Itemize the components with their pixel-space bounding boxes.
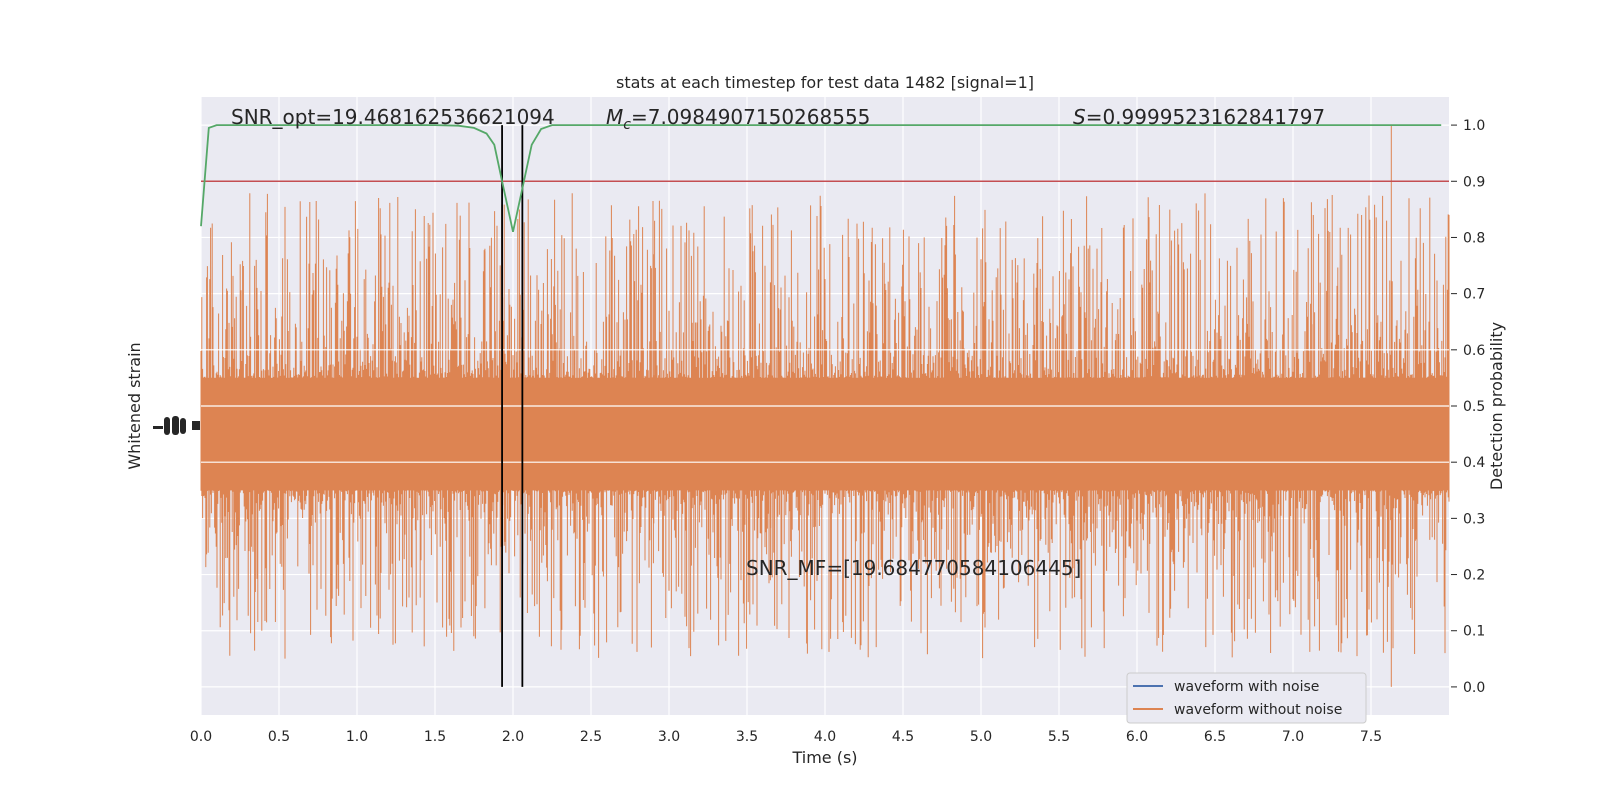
x-tick-label: 0.5 (268, 729, 290, 745)
chirp-mass-subscript: c (623, 117, 631, 133)
x-axis-label: Time (s) (791, 748, 857, 767)
x-tick-label: 4.5 (892, 729, 914, 745)
x-tick-label: 1.5 (424, 729, 446, 745)
chirp-mass-symbol: M (606, 105, 623, 129)
snr-mf-annotation: SNR_MF=[19.684770584106445] (746, 556, 1081, 580)
y-tick-label: 0.6 (1463, 343, 1485, 359)
x-tick-label: 7.0 (1282, 729, 1304, 745)
chart-title: stats at each timestep for test data 148… (616, 73, 1034, 92)
vertical-markers (501, 125, 524, 687)
x-tick-label: 2.5 (580, 729, 602, 745)
y-tick-label: 0.9 (1463, 174, 1485, 190)
s-annotation: S=0.9999523162841797 (1073, 105, 1325, 129)
x-axis-ticks: 0.0 0.5 1.0 1.5 2.0 2.5 3.0 3.5 4.0 4.5 5.0 5.5 6.0 6… (190, 729, 1382, 745)
legend-label-noise: waveform with noise (1174, 679, 1319, 695)
chirp-mass-value: =7.0984907150268555 (631, 105, 870, 129)
legend-label-without-noise: waveform without noise (1174, 702, 1342, 718)
y-tick-label: 1.0 (1463, 118, 1485, 134)
y-axis-left-label: Whitened strain (125, 342, 144, 469)
x-tick-label: 6.5 (1204, 729, 1226, 745)
legend: waveform with noise waveform without noi… (1126, 672, 1367, 724)
y-tick-label: 0.8 (1463, 230, 1485, 246)
y-tick-label: 0.1 (1463, 624, 1485, 640)
x-tick-label: 1.0 (346, 729, 368, 745)
x-tick-label: 5.0 (970, 729, 992, 745)
x-tick-label: 2.0 (502, 729, 524, 745)
detection-probability-line (200, 124, 1442, 232)
y-tick-label: 0.0 (1463, 680, 1485, 696)
y-axis-right-ticks: 0.0 0.1 0.2 0.3 0.4 0.5 0.6 0.7 0.8 0.9 1.0 (1451, 118, 1485, 696)
x-tick-label: 5.5 (1048, 729, 1070, 745)
snr-opt-annotation: SNR_opt=19.468162536621094 (231, 105, 555, 129)
y-axis-right-label: Detection probability (1487, 322, 1506, 490)
x-tick-label: 3.0 (658, 729, 680, 745)
waveform-dense-core (201, 377, 1449, 491)
waveform-without-noise-band (200, 125, 1450, 687)
left-axis-collapsed-ticks (153, 416, 200, 435)
s-value: =0.9999523162841797 (1086, 105, 1325, 129)
y-tick-label: 0.7 (1463, 287, 1485, 303)
x-tick-label: 4.0 (814, 729, 836, 745)
x-tick-label: 3.5 (736, 729, 758, 745)
detection-probability-polyline (200, 124, 1442, 232)
x-tick-label: 6.0 (1126, 729, 1148, 745)
s-symbol: S (1073, 105, 1086, 129)
y-tick-label: 0.3 (1463, 511, 1485, 527)
x-tick-label: 7.5 (1360, 729, 1382, 745)
chirp-mass-annotation: Mc=7.0984907150268555 (606, 105, 870, 133)
y-tick-label: 0.5 (1463, 399, 1485, 415)
x-tick-label: 0.0 (190, 729, 212, 745)
y-tick-label: 0.4 (1463, 455, 1485, 471)
y-tick-label: 0.2 (1463, 568, 1485, 584)
legend-box (1126, 672, 1367, 724)
